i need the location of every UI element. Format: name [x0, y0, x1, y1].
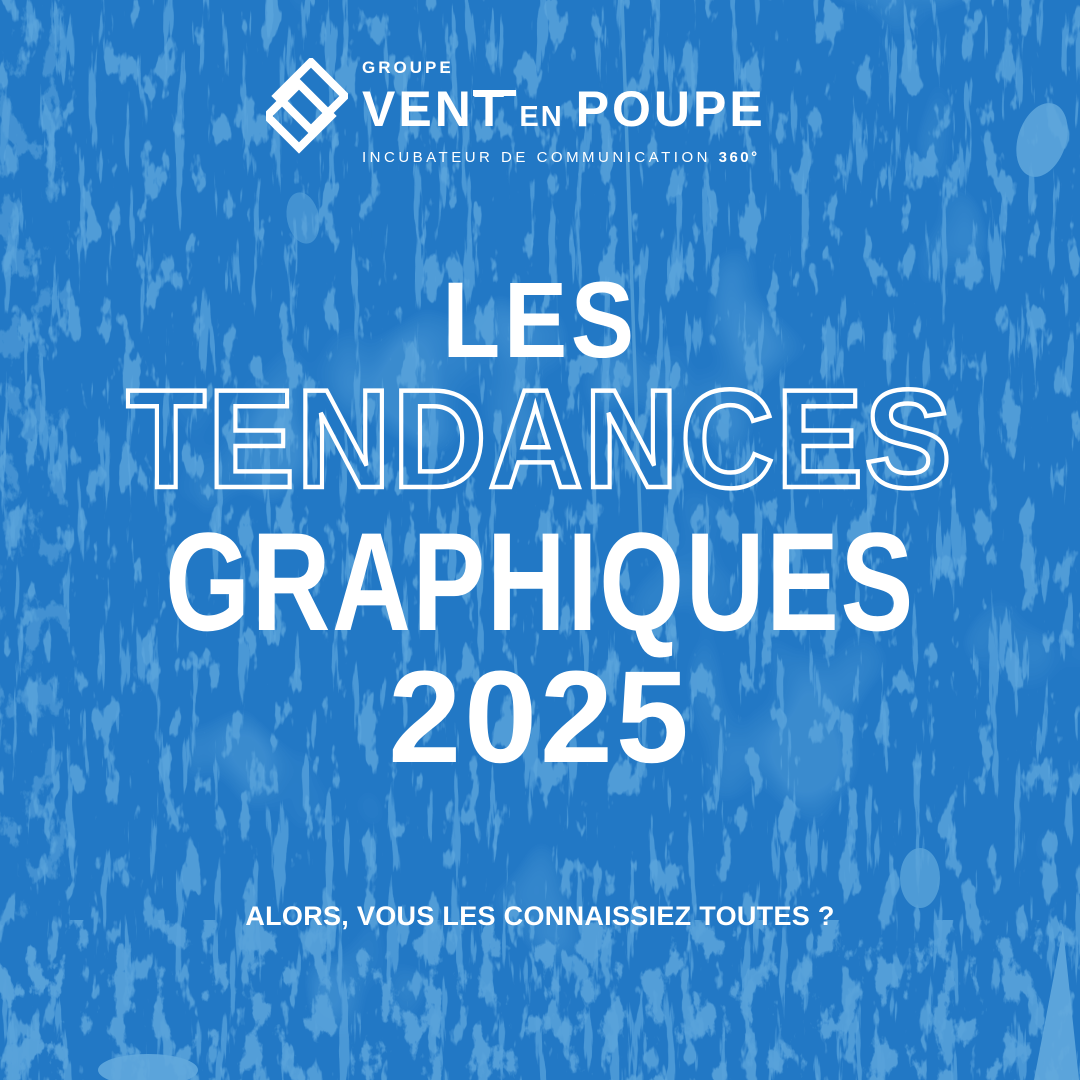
brand-tagline-text: INCUBATEUR DE COMMUNICATION: [362, 149, 711, 166]
brand-logo-text: GROUPE VENT EN POUPE INCUBATEUR DE COMMU…: [362, 58, 766, 167]
brand-name-part2: EN: [519, 101, 564, 133]
brand-tagline-360: 360°: [718, 149, 760, 166]
brand-group-label: GROUPE: [362, 58, 454, 77]
title-line-year: 2025: [388, 643, 692, 790]
double-diamond-logo-icon: [266, 58, 348, 154]
brand-tagline: INCUBATEUR DE COMMUNICATION 360°: [362, 149, 766, 167]
footer-question: ALORS, VOUS LES CONNAISSIEZ TOUTES ?: [245, 901, 835, 931]
logo-t-crossbar-decoration: [473, 90, 516, 96]
title-line-tendances-outlined: TENDANCES: [124, 360, 954, 517]
title-line-graphiques: GRAPHIQUES: [165, 503, 915, 660]
brand-logo: GROUPE VENT EN POUPE INCUBATEUR DE COMMU…: [266, 58, 766, 167]
brand-name: VENT EN POUPE: [362, 84, 766, 142]
brand-name-part3: POUPE: [575, 81, 766, 137]
title-line-les: LES: [442, 259, 638, 380]
